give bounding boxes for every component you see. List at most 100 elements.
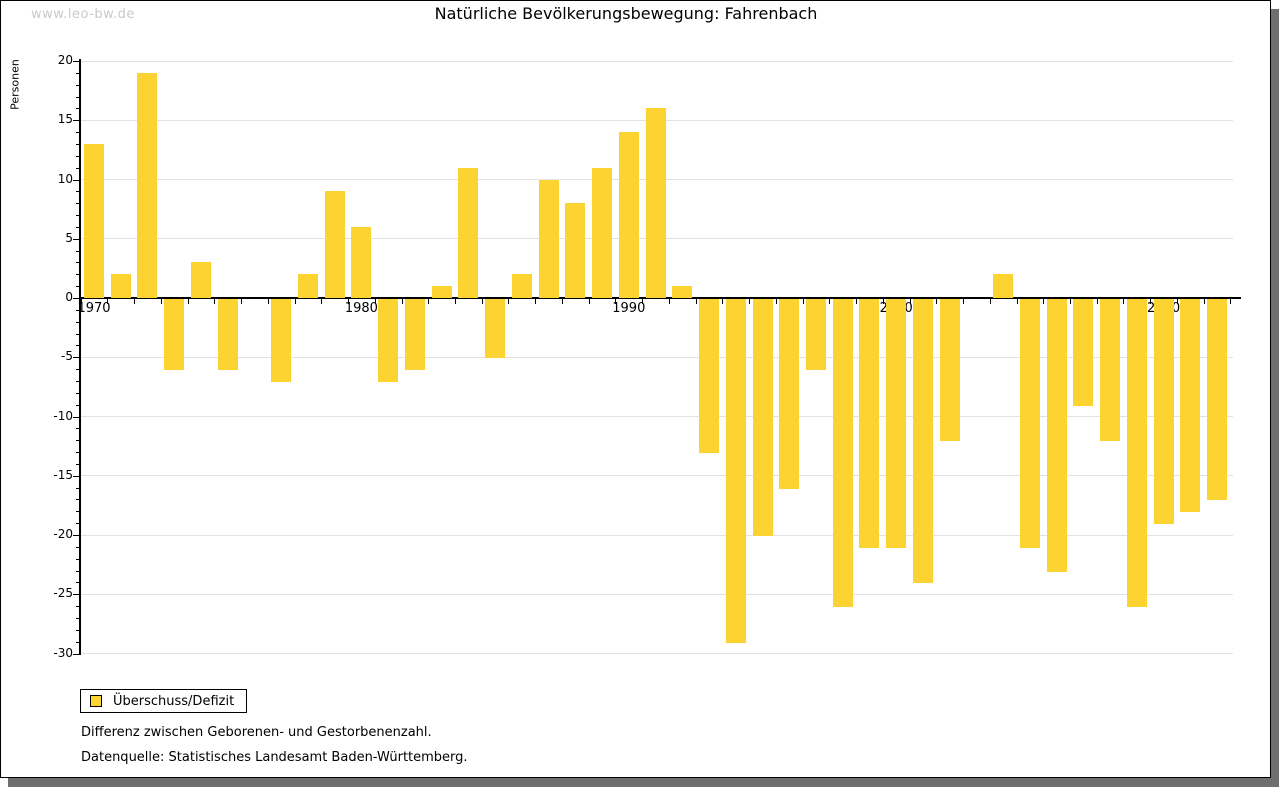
x-year-tick	[107, 299, 109, 304]
y-minor-tick	[76, 546, 79, 548]
bar-1978	[297, 274, 318, 298]
y-minor-tick	[76, 392, 79, 394]
y-major-tick	[73, 357, 79, 359]
bar-2002	[939, 299, 960, 442]
bar-2001	[912, 299, 933, 584]
chart-window: www.leo-bw.de Natürliche Bevölkerungsbew…	[0, 0, 1271, 778]
y-major-tick	[73, 653, 79, 655]
y-tick-label--30: -30	[53, 645, 73, 660]
gridline--15	[79, 475, 1233, 477]
y-minor-tick	[76, 617, 79, 619]
footnote-definition: Differenz zwischen Geborenen- und Gestor…	[81, 725, 432, 740]
y-tick-label--20: -20	[53, 527, 73, 541]
bar-1977	[271, 299, 292, 382]
y-minor-tick	[76, 108, 79, 110]
bar-1999	[859, 299, 880, 548]
gridline-20	[79, 60, 1233, 62]
x-year-tick	[989, 299, 991, 304]
bar-1990	[618, 132, 639, 298]
bar-1987	[538, 179, 559, 298]
y-minor-tick	[76, 262, 79, 264]
y-major-tick	[73, 61, 79, 62]
y-minor-tick	[76, 84, 79, 86]
x-year-tick	[187, 299, 189, 304]
gridline--10	[79, 416, 1233, 417]
y-tick-label--10: -10	[53, 408, 73, 423]
x-year-tick	[936, 299, 938, 304]
x-year-tick	[561, 299, 563, 304]
x-year-tick	[1096, 299, 1098, 304]
bar-1985	[485, 299, 506, 359]
y-minor-tick	[76, 523, 79, 525]
y-major-tick	[73, 238, 79, 240]
y-minor-tick	[76, 215, 79, 217]
bar-1988	[565, 203, 586, 298]
y-minor-tick	[76, 463, 79, 465]
bar-1980	[351, 226, 372, 298]
y-tick-label--15: -15	[53, 467, 73, 482]
x-year-tick	[374, 299, 376, 304]
y-minor-tick	[76, 570, 79, 572]
watermark: www.leo-bw.de	[31, 7, 135, 22]
x-year-tick	[1123, 299, 1125, 304]
bar-1992	[672, 286, 693, 298]
gridline--20	[79, 534, 1233, 536]
x-year-tick	[1016, 299, 1018, 304]
x-year-tick	[856, 299, 858, 304]
y-minor-tick	[76, 274, 79, 276]
x-year-tick	[1150, 299, 1152, 304]
x-year-tick	[1070, 299, 1071, 304]
y-major-tick	[73, 120, 79, 122]
bar-1982	[404, 299, 425, 371]
y-minor-tick	[76, 452, 79, 454]
x-year-tick	[1043, 299, 1045, 304]
y-minor-tick	[76, 132, 79, 134]
y-tick-label-20: 20	[57, 53, 73, 67]
x-year-tick	[1203, 299, 1205, 304]
bar-2006	[1046, 299, 1067, 572]
y-minor-tick	[76, 143, 79, 145]
x-year-tick	[321, 299, 323, 304]
y-minor-tick	[76, 345, 79, 347]
y-minor-tick	[76, 582, 79, 584]
bar-2000	[886, 299, 907, 548]
y-minor-tick	[76, 309, 79, 311]
x-year-tick	[535, 299, 537, 304]
bar-2007	[1073, 299, 1094, 406]
y-minor-tick	[76, 167, 79, 169]
y-minor-tick	[76, 606, 79, 608]
x-year-tick	[775, 299, 777, 304]
y-minor-tick	[76, 155, 79, 157]
y-minor-tick	[76, 96, 79, 98]
y-major-tick	[73, 594, 79, 596]
y-minor-tick	[76, 226, 79, 228]
bar-1973	[164, 299, 185, 371]
y-minor-tick	[76, 380, 79, 382]
x-year-tick	[214, 299, 216, 304]
bar-2009	[1126, 299, 1147, 608]
legend-label: Überschuss/Defizit	[113, 693, 235, 709]
y-tick-label-5: 5	[65, 230, 73, 245]
bar-1993	[699, 299, 720, 454]
plot-area: 20151050-5-10-15-20-25-30197019801990200…	[1, 1, 1270, 701]
y-minor-tick	[76, 511, 79, 513]
x-year-tick	[454, 299, 456, 304]
x-year-tick	[241, 299, 243, 304]
y-minor-tick	[76, 191, 79, 193]
x-tick-label-1990: 1990	[612, 301, 646, 316]
bar-2008	[1100, 299, 1121, 442]
bar-1981	[378, 299, 399, 382]
x-year-tick	[481, 299, 483, 304]
y-tick-label-15: 15	[57, 112, 73, 127]
bar-1970	[84, 143, 104, 298]
x-year-tick	[909, 299, 911, 304]
y-minor-tick	[76, 499, 79, 501]
bar-2005	[1019, 299, 1040, 548]
x-year-tick	[615, 299, 617, 304]
bar-1997	[805, 299, 826, 371]
bar-2010	[1153, 299, 1174, 525]
bar-1979	[324, 191, 345, 298]
bar-1975	[217, 299, 238, 371]
y-minor-tick	[76, 321, 79, 323]
x-year-tick	[963, 299, 965, 304]
